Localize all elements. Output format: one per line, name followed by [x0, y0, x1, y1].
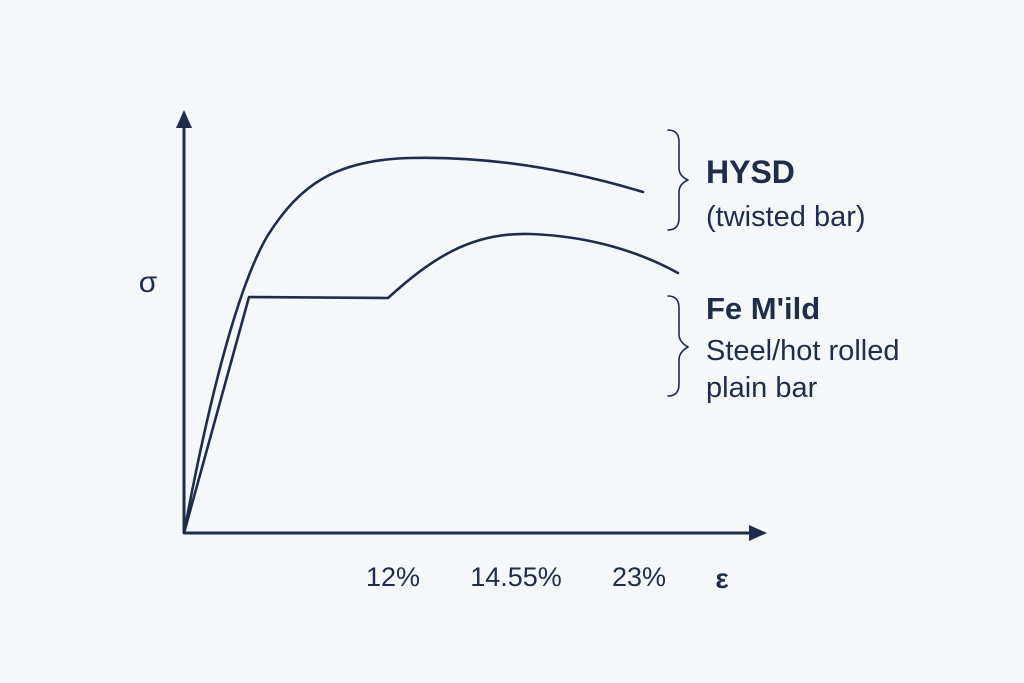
mild-steel-curve: [182, 232, 680, 535]
hysd-label-line-2: (twisted bar): [706, 201, 866, 233]
mild-steel-label-line-2: Steel/hot rolled: [706, 335, 899, 367]
mild-steel-label-line-1: Fe M'ild: [706, 291, 820, 326]
x-axis-label: ε: [715, 563, 728, 594]
tick-label-14-55: 14.55%: [470, 562, 562, 592]
tick-label-23: 23%: [612, 562, 666, 592]
y-axis-arrow-icon: [176, 110, 192, 128]
hysd-label-line-1: HYSD: [706, 154, 795, 190]
hysd-brace: [667, 129, 689, 231]
hysd-curve: [182, 156, 645, 535]
y-axis-label: σ: [139, 266, 158, 299]
mild-steel-brace: [667, 295, 689, 397]
mild-steel-label-line-3: plain bar: [706, 372, 818, 404]
x-axis-arrow-icon: [749, 525, 767, 541]
tick-label-12: 12%: [366, 562, 420, 592]
